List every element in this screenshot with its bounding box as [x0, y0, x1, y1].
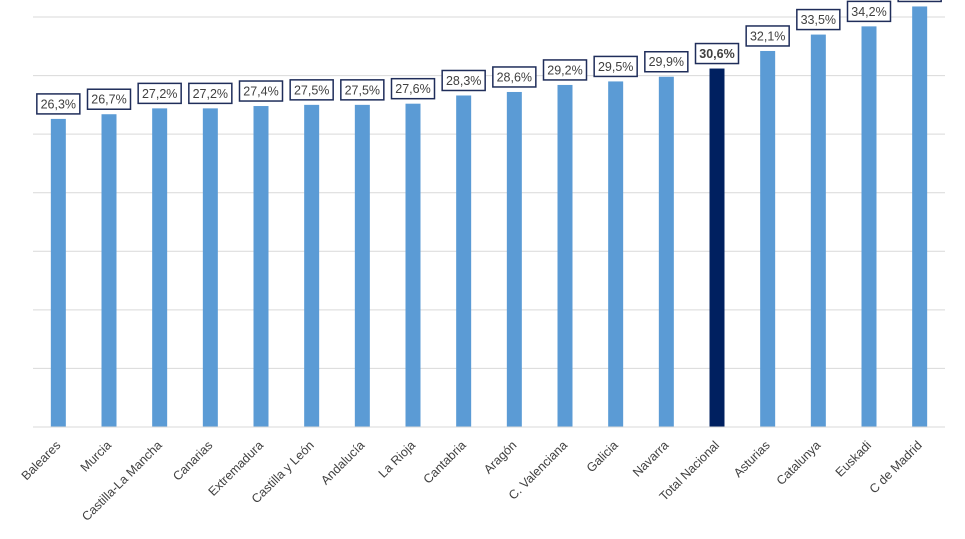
- data-label-box: [137, 82, 182, 105]
- bar: [304, 104, 320, 427]
- data-label: 29,5%: [593, 55, 638, 78]
- data-label-text: 32,1%: [750, 29, 785, 43]
- bar: [658, 76, 674, 427]
- x-tick-label: Baleares: [19, 438, 64, 483]
- data-label-box: [745, 25, 790, 47]
- data-label: 27,6%: [390, 77, 436, 100]
- data-label: 27,2%: [188, 82, 233, 105]
- x-tick-label: Cantabria: [421, 438, 469, 486]
- data-label-text: 30,6%: [699, 47, 734, 61]
- data-label-text: 26,7%: [91, 93, 126, 107]
- data-label: 27,4%: [238, 80, 284, 102]
- data-label-text: 27,5%: [294, 83, 329, 97]
- data-label-text: 29,5%: [598, 60, 633, 74]
- data-label-box: [796, 8, 841, 31]
- data-label-text: 29,2%: [547, 63, 582, 77]
- data-label: 26,7%: [86, 88, 132, 110]
- bar: [709, 68, 725, 428]
- bar: [50, 118, 66, 428]
- bar: [557, 84, 573, 427]
- bar: [760, 50, 776, 427]
- data-label: 29,9%: [644, 50, 689, 73]
- data-label: 29,2%: [542, 59, 588, 81]
- data-label-box: [188, 82, 233, 105]
- x-tick-label: Galicia: [584, 438, 621, 475]
- bar: [253, 106, 269, 428]
- data-label-text: 27,6%: [395, 82, 430, 96]
- data-label-text: 27,2%: [142, 87, 177, 101]
- data-label-text: 29,9%: [649, 55, 684, 69]
- x-tick-label: Navarra: [630, 438, 671, 479]
- data-label: 26,3%: [36, 93, 81, 115]
- data-label-box: [340, 79, 385, 101]
- data-label: 27,2%: [137, 82, 182, 105]
- data-label-box: [36, 93, 81, 115]
- data-label-text: 28,6%: [497, 70, 532, 84]
- data-label-box: [694, 42, 740, 65]
- data-label-box: [289, 79, 334, 101]
- x-tick-label: La Rioja: [376, 438, 418, 480]
- data-label: 30,6%: [694, 42, 740, 65]
- x-tick-label: Andalucía: [318, 438, 367, 487]
- data-label-box: [644, 50, 689, 73]
- x-tick-label: Canarias: [170, 438, 215, 483]
- x-tick-label: C de Madrid: [867, 438, 925, 496]
- data-label: 28,3%: [441, 69, 486, 92]
- data-label-box: [846, 0, 892, 23]
- bar: [608, 81, 624, 427]
- x-tick-label: Catalunya: [774, 438, 824, 488]
- data-label-text: 27,2%: [193, 87, 228, 101]
- bar: [202, 108, 218, 427]
- data-label-box: [897, 0, 942, 3]
- data-label-text: 33,5%: [801, 13, 836, 27]
- data-label-text: 26,3%: [41, 97, 76, 111]
- bar: [810, 34, 826, 427]
- bar: [861, 26, 877, 427]
- data-label-box: [86, 88, 132, 110]
- x-tick-label: Aragón: [481, 438, 519, 476]
- data-label: 35,9%: [897, 0, 942, 3]
- data-label-box: [593, 55, 638, 78]
- data-label: 28,6%: [492, 66, 537, 88]
- data-label-box: [238, 80, 284, 102]
- data-label: 27,5%: [340, 79, 385, 101]
- data-label-box: [441, 69, 486, 92]
- x-tick-label: Asturias: [731, 438, 773, 480]
- data-label: 32,1%: [745, 25, 790, 47]
- bar: [101, 114, 117, 427]
- bars: [50, 6, 928, 428]
- gridlines: [33, 16, 945, 369]
- data-label: 33,5%: [796, 8, 841, 31]
- bar: [456, 95, 472, 427]
- data-label-box: [542, 59, 588, 81]
- bar: [354, 104, 370, 427]
- data-label-box: [390, 77, 436, 100]
- data-label-box: [492, 66, 537, 88]
- data-label: 34,2%: [846, 0, 892, 23]
- data-label-text: 27,5%: [345, 83, 380, 97]
- data-label-text: 27,4%: [243, 85, 278, 99]
- bar: [912, 6, 928, 427]
- data-label: 27,5%: [289, 79, 334, 101]
- x-tick-label: Murcia: [78, 438, 114, 474]
- data-labels: 26,3% 26,7% 27,2% 27,2% 27,4% 27,5% 27,5% 27,6%…: [36, 0, 942, 115]
- data-label-text: 28,3%: [446, 74, 481, 88]
- bar: [405, 103, 421, 427]
- bar: [152, 108, 168, 427]
- bar: [506, 91, 522, 427]
- data-label-text: 34,2%: [851, 5, 886, 19]
- x-tick-label: Euskadi: [833, 438, 874, 479]
